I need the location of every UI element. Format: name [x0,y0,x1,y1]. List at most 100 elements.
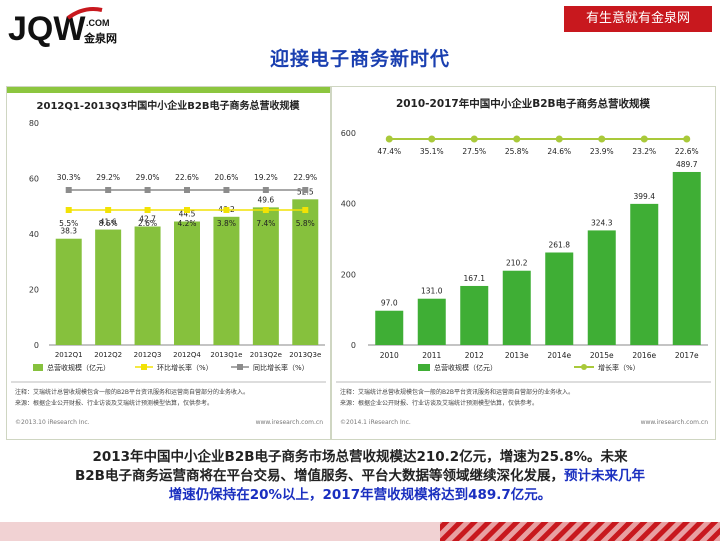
bar [460,285,489,345]
chart-panel-annual: 2010-2017年中国中小企业B2B电子商务总营收规模 0 200 400 600 97… [331,86,716,440]
y-tick-label: 40 [29,230,39,239]
quarterly-revenue-chart: 2012Q1-2013Q3中国中小企业B2B电子商务总营收规模 0 20 40 60 80… [7,87,330,426]
page-title: 迎接电子商务新时代 [269,48,450,70]
mom-rate-label: 4.2% [177,219,196,228]
summary-text: 2013年中国中小企业B2B电子商务市场总营收规模达210.2亿元，增速为25.… [0,448,720,505]
bar [95,229,122,345]
x-tick-label: 2012Q4 [173,351,201,359]
summary-line-2-blue: 预计未来几年 [563,468,645,484]
chart-panel-quarterly: 2012Q1-2013Q3中国中小企业B2B电子商务总营收规模 0 20 40 60 80… [6,86,331,440]
y-tick-label: 80 [29,119,39,128]
mom-rate-label: 3.8% [217,219,236,228]
legend-label-mom: 环比增长率（%） [157,363,213,372]
yoy-rate-marker [184,187,190,193]
yoy-rate-label: 22.6% [175,173,199,182]
summary-line-1: 2013年中国中小企业B2B电子商务市场总营收规模达210.2亿元，增速为25.… [92,449,628,465]
legend-swatch-bars [418,364,430,371]
slogan-banner[interactable]: 有生意就有金泉网 [564,6,712,32]
bar-value-label: 261.8 [549,240,571,249]
bar [134,226,161,345]
bar [417,298,446,345]
yoy-rate-marker [262,187,269,193]
mom-rate-label: 7.4% [256,219,275,228]
chart-note: 注释：艾瑞统计总营收规模包含一般的B2B平台资讯服务和运营商自营部分的业务收入。 [15,388,249,396]
jqw-logo[interactable]: JQW .COM 金泉网 [6,4,126,48]
growth-rate-marker [428,135,436,143]
legend-label-growth: 增长率（%） [598,363,640,372]
yoy-rate-label: 29.0% [136,173,160,182]
logo-swoosh-icon [66,7,103,20]
legend-label-yoy: 同比增长率（%） [253,363,309,372]
bar [502,270,531,345]
growth-rate-label: 24.6% [547,147,571,156]
chart-footer: ©2013.10 iResearch Inc. [15,419,90,426]
chart-note: 注释：艾瑞统计总营收规模包含一般的B2B平台资讯服务和运营商自营部分的业务收入。 [340,388,574,396]
yoy-rate-marker [65,187,72,193]
x-tick-label: 2012Q3 [134,351,162,359]
summary-line-3: 增速仍保持在20%以上，2017年营收规模将达到489.7亿元。 [168,487,552,503]
legend-swatch-mom [141,364,147,370]
chart-source: 来源：根据企业公开财报、行业访谈及艾瑞统计预测模型估算，仅供参考。 [15,399,213,407]
y-tick-label: 0 [351,341,356,350]
yoy-rate-marker [302,187,309,193]
bottom-decorative-band [0,522,720,541]
bar-value-label: 41.6 [100,218,117,227]
mom-rate-marker [302,207,309,213]
growth-rate-marker [640,135,648,143]
bar-value-label: 97.0 [381,299,398,308]
growth-rate-marker [683,135,691,143]
mom-rate-marker [184,207,190,213]
x-tick-label: 2015e [590,351,614,360]
x-tick-label: 2013e [505,351,529,360]
bar-value-label: 38.3 [60,227,77,236]
bar [545,252,574,345]
bar [213,216,240,345]
bar [174,221,200,345]
growth-rate-label: 35.1% [420,147,444,156]
legend-swatch-yoy [237,364,243,370]
x-tick-label: 2012Q1 [55,351,83,359]
chart-footer-right: www.iresearch.com.cn [256,419,324,426]
x-tick-label: 2012 [465,351,484,360]
bar-value-label: 167.1 [464,274,486,283]
growth-rate-marker [385,135,393,143]
chart-source: 来源：根据企业公开财报、行业访谈及艾瑞统计预测模型估算，仅供参考。 [340,399,538,407]
summary-line-2: B2B电子商务运营商将在平台交易、增值服务、平台大数据等领域继续深化发展，预计未… [0,467,720,486]
x-tick-label: 2017e [675,351,699,360]
y-tick-label: 60 [29,175,39,184]
legend-swatch-bars [33,364,43,371]
bar [292,199,319,345]
growth-rate-label: 22.6% [675,147,699,156]
bar [587,230,616,345]
x-tick-label: 2014e [547,351,571,360]
x-tick-label: 2016e [632,351,656,360]
bar [252,207,279,345]
summary-line-2-black: B2B电子商务运营商将在平台交易、增值服务、平台大数据等领域继续深化发展， [75,468,564,484]
growth-rate-marker [513,135,521,143]
chart-title: 2012Q1-2013Q3中国中小企业B2B电子商务总营收规模 [37,99,301,112]
mom-rate-marker [262,207,269,213]
yoy-rate-label: 30.3% [57,173,81,182]
y-tick-label: 200 [341,270,356,279]
bar [630,203,659,345]
legend-label-bars: 总营收规模（亿元） [47,363,110,372]
bar-value-label: 49.6 [258,195,275,204]
mom-rate-marker [223,207,230,213]
mom-rate-marker [65,207,72,213]
mom-rate-marker [144,207,151,213]
bar [375,310,404,345]
x-tick-label: 2012Q2 [94,351,122,359]
y-tick-label: 400 [341,200,356,209]
mom-rate-label: 2.6% [138,219,157,228]
bar-value-label: 44.5 [179,210,196,219]
yoy-rate-label: 29.2% [96,173,120,182]
bar-value-label: 131.0 [421,287,443,296]
bar [55,238,82,345]
x-tick-label: 2011 [422,351,441,360]
logo-domain: .COM [86,18,110,28]
bar-value-label: 489.7 [676,160,698,169]
bar-value-label: 399.4 [634,192,656,201]
bar-value-label: 210.2 [506,259,528,268]
bar [672,171,701,345]
mom-rate-label: 5.5% [59,219,78,228]
